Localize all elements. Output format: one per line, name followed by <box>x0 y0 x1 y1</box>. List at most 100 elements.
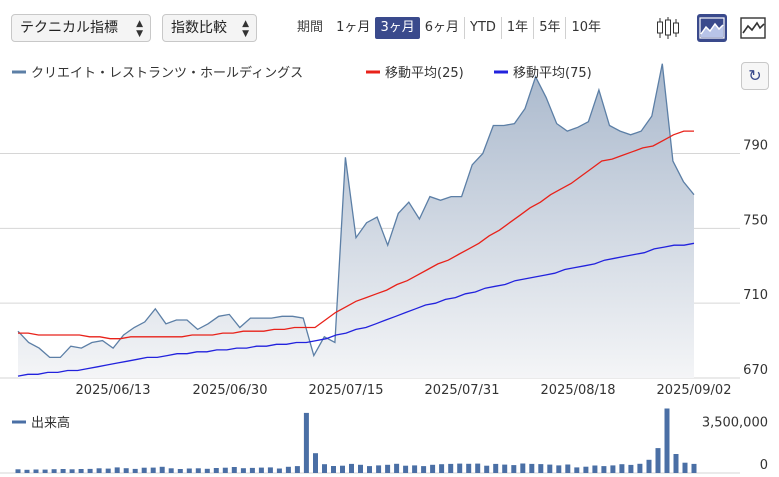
legend-label: クリエイト・レストランツ・ホールディングス <box>31 65 303 81</box>
technical-indicator-label: テクニカル指標 <box>20 20 118 36</box>
volume-bar <box>222 467 228 473</box>
period-3m-button[interactable]: 3ヶ月 <box>375 17 420 39</box>
line-chart-button[interactable] <box>738 14 768 42</box>
volume-bar <box>294 466 300 473</box>
volume-bar <box>141 467 147 473</box>
volume-bar <box>358 464 363 473</box>
refresh-button[interactable]: ↻ <box>741 62 769 90</box>
y-tick-label: 750 <box>743 213 768 228</box>
volume-bar <box>556 465 562 473</box>
volume-bar <box>394 463 400 473</box>
volume-legend-label: 出来高 <box>31 415 70 431</box>
volume-bar <box>313 453 318 473</box>
x-tick-label: 2025/07/15 <box>309 383 384 398</box>
volume-bar <box>412 465 418 473</box>
volume-bar <box>240 468 246 473</box>
legend-label: 移動平均(75) <box>513 66 592 81</box>
volume-bar <box>565 464 571 473</box>
candlestick-button[interactable] <box>653 14 683 42</box>
volume-tick-label: 0 <box>760 458 768 473</box>
volume-bar <box>213 468 219 473</box>
period-label: 期間 <box>297 20 324 35</box>
price-line <box>17 63 695 359</box>
volume-bar <box>448 463 454 473</box>
line-chart-icon <box>740 17 766 39</box>
technical-indicator-select[interactable]: テクニカル指標 ▲ ▼ <box>11 14 151 42</box>
volume-bar <box>637 463 643 473</box>
volume-bar <box>574 467 580 473</box>
volume-bar <box>664 408 670 473</box>
volume-bar <box>195 468 201 473</box>
volume-bar <box>655 448 661 473</box>
volume-bar <box>15 469 21 473</box>
volume-bar <box>249 467 255 473</box>
period-6m-button[interactable]: 6ヶ月 <box>424 20 459 35</box>
volume-bar <box>303 412 309 473</box>
volume-bar <box>168 468 174 473</box>
volume-bar <box>547 464 553 473</box>
volume-bar <box>628 464 634 473</box>
volume-bar <box>349 463 354 473</box>
volume-bar <box>430 464 436 473</box>
volume-bar <box>267 467 273 473</box>
volume-bar <box>60 469 66 473</box>
legend-label: 移動平均(25) <box>385 66 464 81</box>
volume-bar <box>403 465 409 473</box>
up-down-arrows-icon: ▲ ▼ <box>136 19 143 39</box>
x-tick-label: 2025/08/18 <box>541 383 616 398</box>
area-chart-button[interactable] <box>697 14 727 42</box>
volume-bar <box>114 467 120 473</box>
volume-bar <box>340 465 345 473</box>
volume-bar <box>619 464 625 473</box>
up-down-arrows-icon: ▲ ▼ <box>242 19 249 39</box>
volume-bar <box>376 465 382 473</box>
volume-bar <box>96 468 102 473</box>
period-10y-button[interactable]: 10年 <box>565 17 606 39</box>
volume-bar <box>258 467 264 473</box>
price-area <box>18 63 694 378</box>
volume-bar <box>150 467 156 473</box>
index-compare-label: 指数比較 <box>171 20 227 36</box>
volume-bar <box>673 454 679 473</box>
period-ytd-button[interactable]: YTD <box>464 17 501 39</box>
volume-tick-label: 3,500,000 <box>702 416 768 431</box>
volume-bar <box>493 463 499 473</box>
x-tick-label: 2025/09/02 <box>657 383 732 398</box>
volume-bar <box>646 459 652 473</box>
volume-bar <box>601 466 607 473</box>
volume-bar <box>24 469 30 473</box>
volume-bar <box>87 468 93 473</box>
volume-bar <box>78 469 84 473</box>
period-5y-button[interactable]: 5年 <box>533 17 565 39</box>
x-tick-label: 2025/06/13 <box>76 383 151 398</box>
refresh-icon: ↻ <box>748 66 762 85</box>
volume-bar <box>502 464 508 473</box>
x-tick-label: 2025/06/30 <box>193 383 268 398</box>
y-tick-label: 790 <box>743 139 768 154</box>
volume-bar <box>186 468 192 473</box>
volume-bar <box>204 468 210 473</box>
volume-bar <box>592 465 598 473</box>
y-tick-label: 670 <box>743 363 768 378</box>
volume-bar <box>475 463 481 473</box>
volume-bar <box>385 464 391 473</box>
volume-bar <box>421 466 427 473</box>
volume-bar <box>367 466 372 473</box>
period-1y-button[interactable]: 1年 <box>500 17 533 39</box>
period-selector: 期間 1ヶ月 3ヶ月 6ヶ月 YTD 1年 5年 10年 <box>297 17 606 39</box>
volume-bar <box>159 466 165 473</box>
volume-bar <box>610 465 616 473</box>
volume-bar <box>285 466 291 473</box>
index-compare-select[interactable]: 指数比較 ▲ ▼ <box>162 14 257 42</box>
period-1m-button[interactable]: 1ヶ月 <box>336 20 371 35</box>
volume-bar <box>69 469 75 473</box>
volume-bar <box>484 465 490 473</box>
area-chart-icon <box>699 17 725 39</box>
volume-bar <box>123 468 129 473</box>
volume-bar <box>231 467 237 473</box>
ma25-line <box>18 130 694 340</box>
volume-bar <box>322 464 327 473</box>
ma75-line <box>17 242 695 377</box>
volume-bar <box>51 469 57 473</box>
